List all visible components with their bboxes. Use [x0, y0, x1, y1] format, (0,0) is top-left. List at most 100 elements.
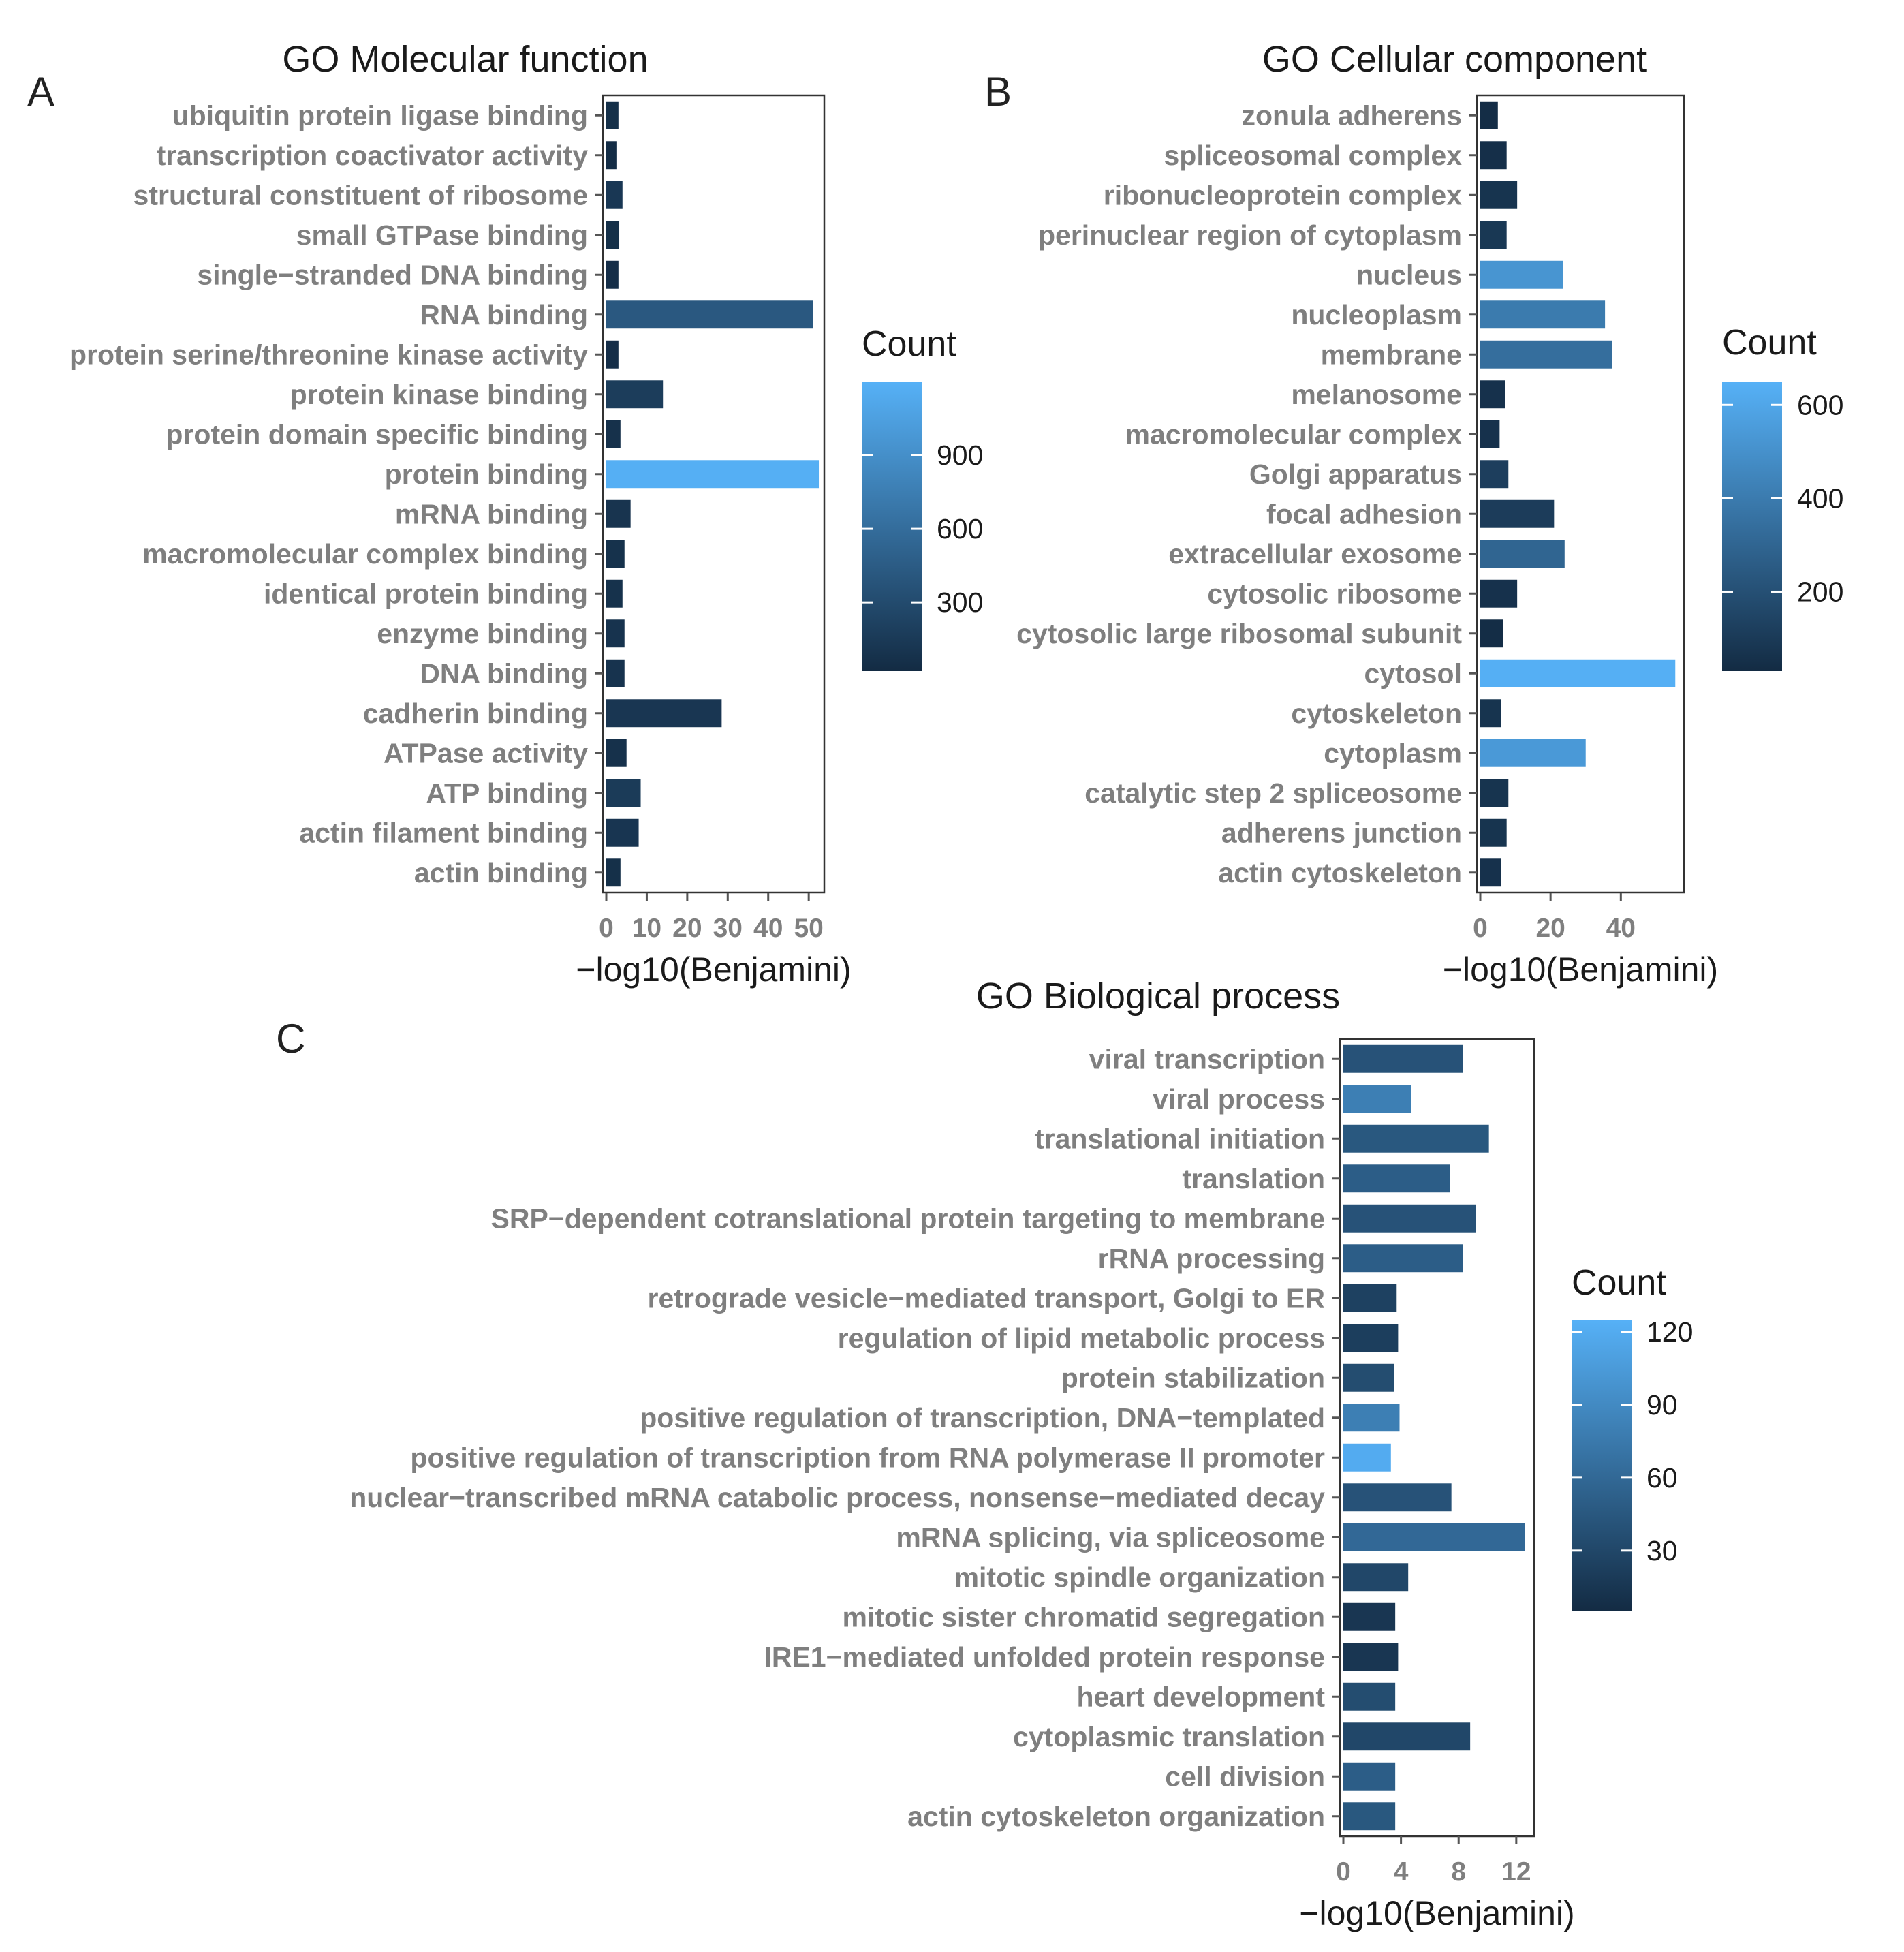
bar-14 — [606, 619, 625, 648]
legend-tick-label: 90 — [1647, 1389, 1678, 1421]
bar-20 — [1343, 1802, 1396, 1831]
category-label: ribonucleoprotein complex — [1104, 179, 1462, 211]
bar-11 — [606, 499, 631, 528]
bar-5 — [1343, 1204, 1476, 1233]
bar-8 — [606, 380, 664, 409]
category-label: cytosol — [1364, 657, 1462, 689]
category-label: Golgi apparatus — [1249, 459, 1462, 490]
category-label: protein stabilization — [1061, 1362, 1325, 1393]
category-label: perinuclear region of cytoplasm — [1038, 219, 1462, 251]
x-axis-title: −log10(Benjamini) — [576, 950, 851, 989]
category-label: protein kinase binding — [290, 379, 588, 410]
bar-10 — [1343, 1404, 1400, 1432]
category-label: cytoplasmic translation — [1013, 1721, 1325, 1752]
category-label: mRNA binding — [395, 498, 588, 529]
panel-cellular-component: B GO Cellular component zonula adherens spl… — [984, 39, 1843, 989]
x-tick-label: 0 — [1473, 914, 1488, 943]
category-label: catalytic step 2 spliceosome — [1084, 777, 1462, 809]
category-label: translation — [1182, 1163, 1325, 1194]
category-label: mitotic sister chromatid segregation — [842, 1601, 1325, 1632]
bar-16 — [1480, 699, 1501, 728]
category-label: positive regulation of transcription, DN… — [640, 1402, 1325, 1434]
bar-2 — [1343, 1085, 1411, 1113]
panel-molecular-function: A GO Molecular function ubiquitin protein … — [27, 39, 983, 989]
bar-17 — [1343, 1682, 1396, 1711]
x-tick-label: 40 — [753, 914, 783, 943]
category-label: nuclear−transcribed mRNA catabolic proce… — [349, 1482, 1325, 1513]
category-label: focal adhesion — [1266, 498, 1462, 529]
bar-20 — [606, 858, 621, 887]
panel-letter: C — [276, 1016, 305, 1062]
bar-4 — [1480, 221, 1507, 249]
category-label: protein serine/threonine kinase activity — [69, 339, 588, 370]
category-label: viral process — [1153, 1083, 1325, 1115]
legend-colorbar — [1722, 382, 1782, 671]
category-label: membrane — [1321, 339, 1462, 370]
bar-4 — [1343, 1164, 1450, 1193]
bar-19 — [1343, 1762, 1396, 1791]
category-label: zonula adherens — [1241, 99, 1462, 131]
bar-16 — [606, 699, 722, 728]
bar-14 — [1343, 1563, 1409, 1592]
legend-tick-label: 300 — [937, 587, 983, 618]
bar-6 — [606, 300, 813, 329]
bar-11 — [1343, 1443, 1391, 1472]
category-label: retrograde vesicle−mediated transport, G… — [647, 1282, 1325, 1314]
plot-frame — [602, 94, 826, 894]
legend-title: Count — [1722, 323, 1817, 362]
bar-16 — [1343, 1643, 1399, 1671]
plot-frame — [1339, 1038, 1535, 1838]
bar-8 — [1343, 1324, 1399, 1352]
legend-tick-label: 200 — [1797, 576, 1843, 607]
bar-18 — [606, 779, 641, 807]
category-label: extracellular exosome — [1168, 538, 1462, 570]
category-label: mitotic spindle organization — [954, 1562, 1325, 1593]
bar-15 — [1480, 659, 1676, 687]
bar-1 — [1480, 101, 1498, 129]
category-label: rRNA processing — [1098, 1243, 1325, 1274]
panel-title: GO Biological process — [976, 976, 1340, 1017]
legend-title: Count — [1572, 1263, 1666, 1303]
x-tick-label: 4 — [1394, 1857, 1409, 1887]
category-label: cell division — [1165, 1761, 1325, 1792]
category-label: ubiquitin protein ligase binding — [172, 99, 588, 131]
bar-14 — [1480, 619, 1503, 648]
bar-10 — [1480, 460, 1509, 489]
category-label: identical protein binding — [264, 578, 588, 609]
legend-tick-label: 600 — [937, 513, 983, 544]
x-tick-label: 12 — [1501, 1857, 1531, 1887]
x-axis-title: −log10(Benjamini) — [1299, 1894, 1574, 1932]
bar-10 — [606, 460, 820, 489]
category-label: translational initiation — [1035, 1123, 1325, 1154]
bar-13 — [1480, 579, 1518, 608]
x-tick-label: 20 — [1535, 914, 1565, 943]
bar-5 — [606, 260, 619, 289]
category-label: SRP−dependent cotranslational protein ta… — [491, 1203, 1326, 1234]
bar-12 — [1480, 540, 1565, 568]
bar-4 — [606, 221, 620, 249]
bar-17 — [606, 739, 627, 767]
category-label: protein domain specific binding — [166, 418, 588, 450]
bar-13 — [606, 579, 623, 608]
category-label: cadherin binding — [363, 698, 588, 729]
bar-8 — [1480, 380, 1505, 409]
category-label: transcription coactivator activity — [157, 140, 589, 171]
category-label: structural constituent of ribosome — [134, 179, 588, 211]
legend-tick-label: 400 — [1797, 482, 1843, 514]
category-label: macromolecular complex binding — [142, 538, 588, 570]
bar-2 — [606, 141, 617, 170]
bar-1 — [1343, 1044, 1463, 1073]
legend-colorbar — [1572, 1320, 1632, 1611]
category-label: actin cytoskeleton organization — [907, 1801, 1325, 1832]
category-label: ATPase activity — [384, 737, 588, 769]
category-label: actin cytoskeleton — [1218, 857, 1462, 888]
category-label: cytosolic large ribosomal subunit — [1016, 618, 1462, 649]
x-tick-label: 50 — [794, 914, 823, 943]
bar-7 — [1480, 340, 1612, 369]
category-label: ATP binding — [426, 777, 588, 809]
plot-frame — [1476, 94, 1685, 894]
bar-11 — [1480, 499, 1555, 528]
legend-tick-label: 60 — [1647, 1462, 1678, 1493]
bar-13 — [1343, 1523, 1525, 1551]
bar-20 — [1480, 858, 1501, 887]
